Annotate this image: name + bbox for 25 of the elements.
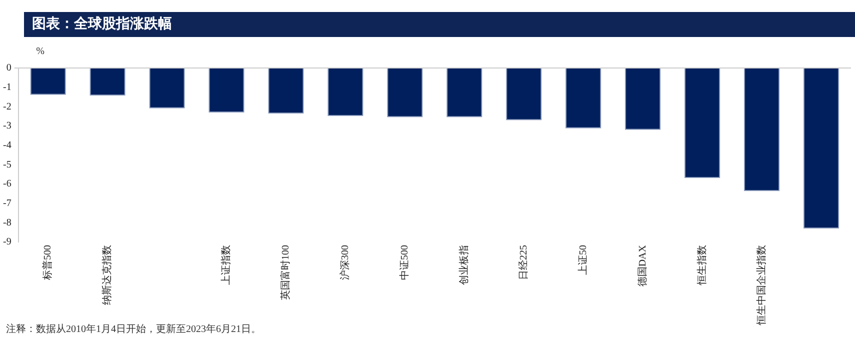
x-tick-label: 恒生指数	[696, 245, 708, 286]
x-tick-label: 上证指数	[220, 245, 232, 285]
y-tick-label: -7	[2, 198, 12, 209]
x-tick-label: 中证500	[398, 245, 411, 280]
x-tick-label: 纳斯达克指数	[101, 245, 114, 305]
x-tick-label: 恒生中国企业指数	[755, 245, 768, 326]
y-tick-label: -3	[2, 120, 12, 132]
text: 注释：数据从2010年1月4日开始，更新至2023年6月21日。	[6, 324, 261, 335]
x-tick-label: 标普500	[42, 245, 54, 281]
y-tick-label: -9	[2, 236, 12, 248]
y-tick-label: 0	[6, 62, 12, 74]
y-tick-label: -6	[2, 178, 12, 190]
y-tick-label: -2	[2, 101, 12, 112]
y-tick-label: -4	[2, 140, 12, 151]
x-tick-label: 日经225	[518, 245, 530, 280]
x-tick-label: 上证50	[576, 245, 589, 275]
x-tick-label: 创业板指	[458, 245, 470, 285]
y-tick-label: -1	[2, 82, 12, 93]
chart-title: 图表：全球股指涨跌幅	[24, 12, 855, 37]
y-tick-label: -5	[2, 159, 12, 170]
x-tick-label: 德国DAX	[637, 244, 648, 287]
y-axis-title: %	[36, 46, 44, 57]
x-tick-label: 英国富时100	[280, 245, 292, 300]
x-tick-label: 沪深300	[339, 245, 352, 280]
y-tick-label: -8	[2, 217, 12, 228]
